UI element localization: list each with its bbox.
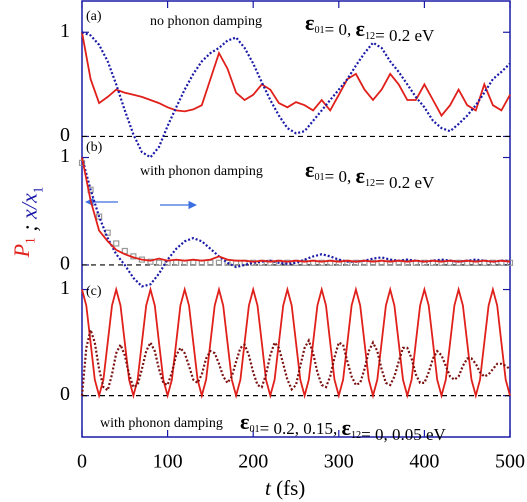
- y-axis-label-text: x/x: [17, 193, 42, 220]
- square-marker: [301, 259, 308, 266]
- y-tick-label: 0: [60, 383, 70, 405]
- y-tick-label: 1: [60, 20, 70, 42]
- y-tick-label: 1: [60, 145, 70, 167]
- square-marker: [215, 259, 223, 266]
- square-marker: [421, 259, 428, 266]
- y-axis-label-text: P: [9, 244, 34, 258]
- equation-sub: 01: [314, 25, 324, 36]
- square-marker: [147, 258, 154, 265]
- equation-sub: 12: [351, 430, 361, 441]
- series-line: [80, 157, 510, 288]
- equation-text: = 0.2 eV: [375, 173, 435, 192]
- square-marker: [455, 259, 462, 266]
- x-axis-label-text: t: [265, 476, 272, 500]
- equation-text: ε: [355, 163, 364, 188]
- series-line: [81, 285, 511, 400]
- panel-note: with phonon damping: [100, 416, 223, 431]
- square-marker: [155, 259, 163, 266]
- square-marker: [489, 259, 496, 266]
- y-axis-label-sub: 1: [30, 187, 45, 194]
- square-marker: [104, 229, 111, 236]
- x-tick-label: 300: [324, 451, 354, 473]
- square-marker: [352, 259, 360, 266]
- square-marker: [113, 240, 120, 247]
- equation: ε01= 0.2, 0.15, ε12= 0, 0.05 eV: [240, 409, 447, 444]
- y-axis-label-text: ;: [17, 219, 42, 237]
- x-tick-label: 100: [153, 451, 183, 473]
- series-line: [81, 157, 511, 263]
- y-tick-label: 1: [60, 277, 70, 299]
- series-line: [81, 31, 511, 159]
- square-marker: [318, 259, 325, 266]
- square-marker: [96, 213, 103, 220]
- y-tick-label: 0: [60, 124, 70, 146]
- y-axis-label: P1 ; x/x1: [9, 187, 45, 259]
- plot-frame: [81, 0, 511, 438]
- equation-text: = 0,: [325, 167, 356, 186]
- equation-text: = 0.2, 0.15,: [260, 419, 342, 438]
- equation-sub: 01: [249, 424, 259, 435]
- square-marker: [335, 259, 342, 266]
- equation-text: ε: [240, 409, 249, 434]
- equation-sub: 01: [314, 172, 324, 183]
- x-tick-label: 200: [238, 451, 268, 473]
- equation: ε01= 0, ε12= 0.2 eV: [305, 10, 435, 45]
- panel-label: (c): [86, 284, 102, 299]
- panel-label: (a): [86, 9, 102, 24]
- x-tick-label: 400: [409, 451, 439, 473]
- square-marker: [369, 259, 377, 266]
- series-line: [81, 32, 511, 118]
- panel-note: no phonon damping: [150, 14, 262, 29]
- equation-text: ε: [355, 16, 364, 41]
- x-axis-label: t (fs): [265, 476, 305, 500]
- panel-label: (b): [86, 140, 103, 155]
- y-tick-label: 0: [60, 253, 70, 275]
- equation-text: = 0,: [325, 20, 356, 39]
- x-tick-label: 0: [77, 451, 87, 473]
- equation-text: ε: [305, 157, 314, 182]
- equation: ε01= 0, ε12= 0.2 eV: [305, 157, 435, 192]
- square-marker: [438, 259, 445, 266]
- equation-text: ε: [305, 10, 314, 35]
- equation-sub: 12: [365, 178, 375, 189]
- equation-text: = 0.2 eV: [375, 26, 435, 45]
- panel-note: with phonon damping: [140, 164, 263, 179]
- equation-text: = 0, 0.05 eV: [361, 425, 446, 444]
- x-axis-label-text: (fs): [271, 476, 305, 500]
- y-axis-label-sub: 1: [23, 237, 38, 244]
- x-tick-label: 500: [495, 451, 525, 473]
- square-marker: [472, 259, 479, 266]
- equation-text: ε: [341, 415, 350, 440]
- equation-sub: 12: [365, 31, 375, 42]
